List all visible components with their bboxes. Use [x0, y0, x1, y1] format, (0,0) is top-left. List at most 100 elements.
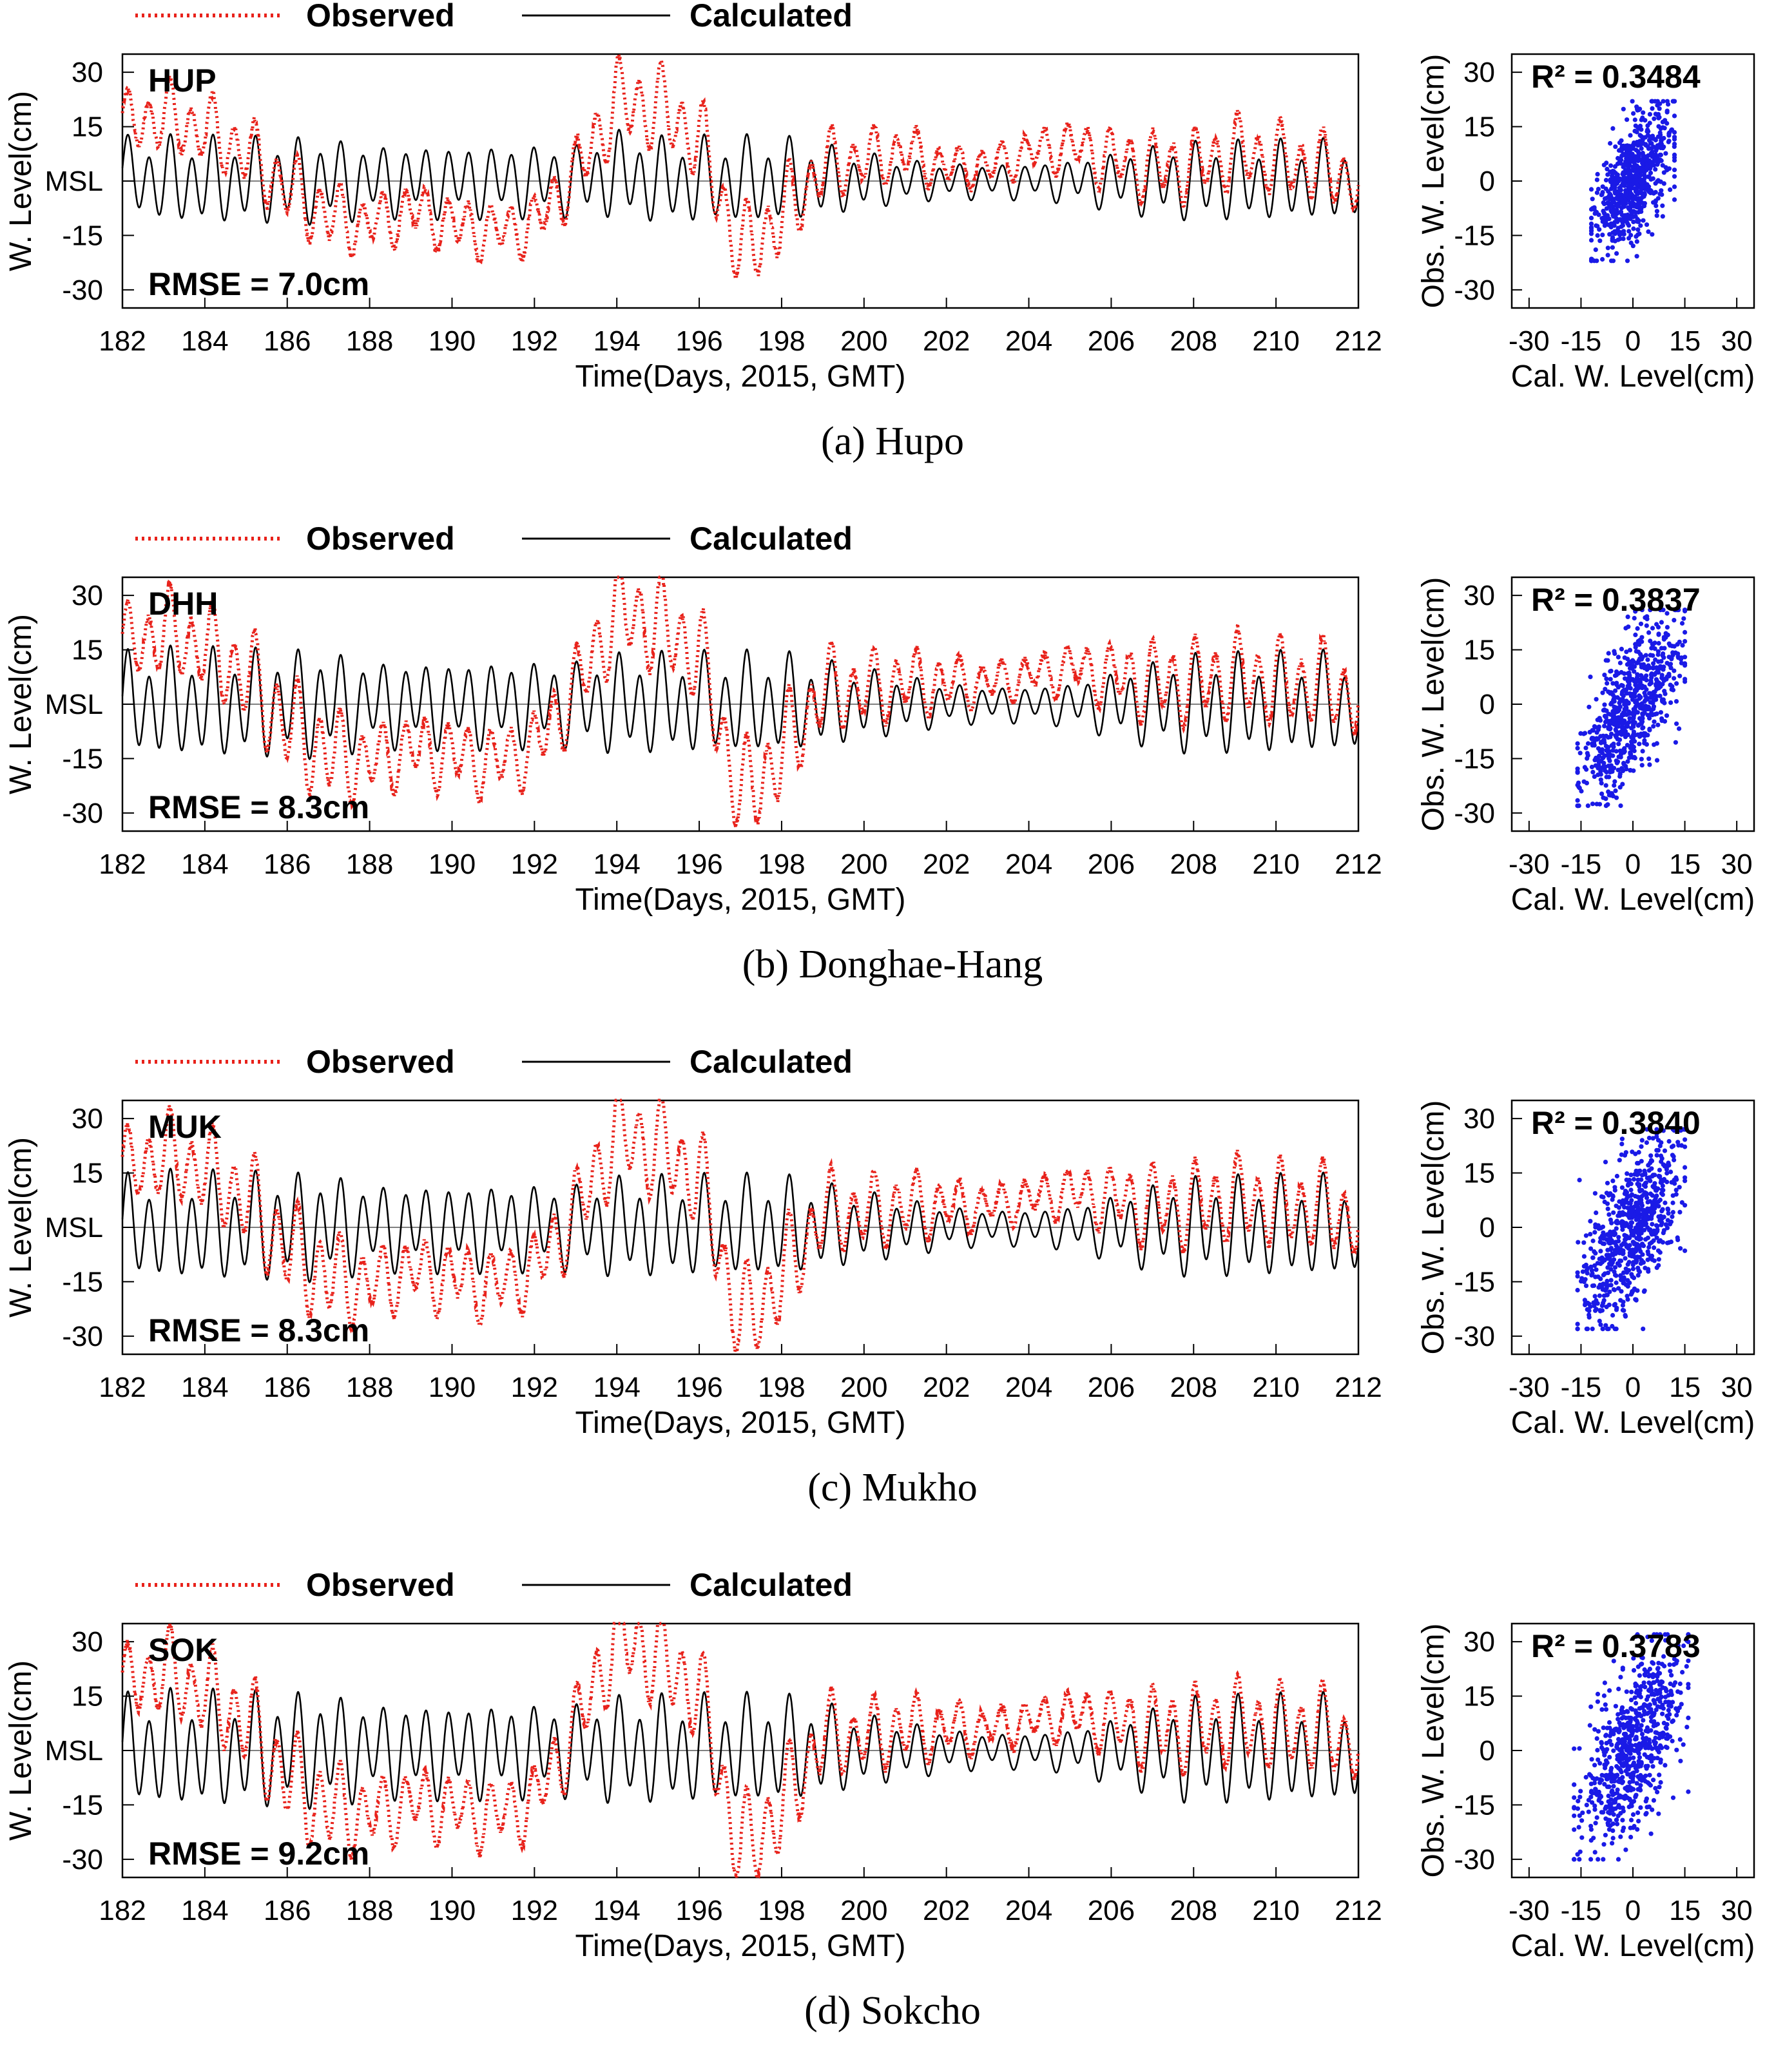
scatter-point — [1686, 1789, 1691, 1794]
scatter-point — [1639, 718, 1644, 724]
scatter-point — [1620, 683, 1625, 688]
scatter-point — [1585, 803, 1590, 809]
scatter-point — [1623, 1189, 1628, 1194]
scatter-point — [1605, 1180, 1610, 1185]
scatter-point — [1661, 667, 1666, 672]
ts-x-tick-label: 206 — [1088, 849, 1135, 880]
scatter-point — [1636, 218, 1641, 224]
scatter-point — [1645, 1200, 1650, 1205]
scatter-point — [1590, 197, 1595, 202]
scatter-y-tick-label: -30 — [1454, 798, 1495, 829]
scatter-point — [1621, 214, 1626, 219]
scatter-point — [1591, 1300, 1596, 1305]
scatter-point — [1614, 795, 1619, 800]
scatter-point — [1663, 1163, 1668, 1168]
ts-x-axis-title: Time(Days, 2015, GMT) — [575, 1929, 906, 1963]
scatter-point — [1575, 782, 1580, 788]
scatter-point — [1675, 1235, 1680, 1240]
scatter-point — [1585, 741, 1591, 746]
scatter-point — [1650, 626, 1655, 631]
ts-y-axis-title: W. Level(cm) — [4, 1137, 38, 1318]
scatter-point — [1610, 1788, 1615, 1793]
scatter-point — [1588, 1857, 1594, 1862]
scatter-point — [1592, 724, 1597, 729]
panel-a-svg: Observed Calculated 30 15 MSL -15 -30 182 184 186… — [4, 0, 1755, 394]
scatter-y-tick-label: -15 — [1454, 743, 1495, 774]
ts-x-tick-label: 200 — [840, 849, 887, 880]
scatter-point — [1619, 1761, 1625, 1767]
ts-x-tick-label: 188 — [346, 849, 393, 880]
scatter-point — [1619, 1243, 1624, 1248]
ts-x-tick-label: 182 — [99, 1372, 146, 1403]
scatter-point — [1654, 711, 1659, 716]
scatter-point — [1616, 1857, 1621, 1862]
scatter-point — [1602, 1773, 1607, 1778]
scatter-point — [1679, 620, 1685, 626]
scatter-point — [1624, 687, 1629, 692]
scatter-point — [1588, 221, 1594, 226]
ts-x-axis-title: Time(Days, 2015, GMT) — [575, 883, 906, 917]
scatter-point — [1639, 1655, 1645, 1660]
scatter-point — [1657, 1772, 1662, 1778]
scatter-point — [1666, 1138, 1672, 1144]
ts-y-tick-label: 15 — [72, 1158, 103, 1189]
scatter-point — [1604, 1776, 1610, 1781]
scatter-point — [1628, 200, 1634, 206]
scatter-point — [1666, 655, 1672, 660]
scatter-point — [1637, 124, 1643, 129]
scatter-point — [1640, 1775, 1646, 1780]
scatter-point — [1612, 1187, 1617, 1193]
scatter-point — [1639, 206, 1644, 211]
scatter-point — [1621, 1280, 1626, 1286]
scatter-point — [1659, 673, 1664, 678]
scatter-point — [1664, 713, 1670, 718]
scatter-point — [1663, 1700, 1668, 1705]
panel-a: Observed Calculated 30 15 MSL -15 -30 182 184 186… — [0, 0, 1785, 503]
scatter-point — [1657, 1218, 1663, 1223]
scatter-point — [1606, 1799, 1611, 1804]
scatter-point — [1648, 1153, 1654, 1158]
scatter-point — [1668, 1169, 1674, 1175]
ts-x-tick-label: 190 — [429, 325, 476, 357]
scatter-point — [1635, 1171, 1641, 1176]
scatter-point — [1583, 745, 1588, 751]
ts-y-tick-label: 30 — [72, 1103, 103, 1135]
scatter-point — [1663, 165, 1668, 170]
scatter-points — [1575, 608, 1688, 809]
scatter-point — [1671, 1144, 1676, 1149]
scatter-point — [1637, 1269, 1643, 1274]
scatter-point — [1655, 113, 1660, 118]
ts-y-axis-title: W. Level(cm) — [4, 614, 38, 794]
ts-x-tick-label: 208 — [1170, 849, 1217, 880]
scatter-point — [1634, 702, 1639, 707]
ts-x-tick-label: 212 — [1335, 849, 1382, 880]
scatter-x-tick-label: 0 — [1625, 1372, 1641, 1403]
scatter-point — [1575, 1806, 1580, 1811]
scatter-point — [1646, 229, 1651, 235]
observed-series-line — [121, 1098, 1360, 1353]
scatter-point — [1657, 144, 1663, 149]
scatter-point — [1596, 186, 1601, 192]
scatter-point — [1621, 1745, 1626, 1750]
scatter-point — [1619, 1707, 1624, 1712]
scatter-point — [1625, 258, 1630, 264]
scatter-point — [1654, 694, 1659, 699]
scatter-point — [1590, 769, 1596, 774]
scatter-point — [1614, 729, 1619, 734]
scatter-point — [1673, 608, 1678, 613]
scatter-point — [1624, 721, 1629, 726]
caption-d: (d) Sokcho — [804, 1989, 981, 2033]
scatter-point — [1658, 126, 1663, 131]
scatter-point — [1632, 1823, 1637, 1829]
scatter-point — [1633, 1681, 1638, 1687]
scatter-point — [1634, 1728, 1639, 1733]
scatter-point — [1646, 159, 1652, 164]
scatter-point — [1596, 1729, 1601, 1734]
ts-x-tick-label: 204 — [1005, 849, 1052, 880]
scatter-point — [1684, 1664, 1689, 1669]
legend-calculated-label: Calculated — [690, 0, 853, 34]
scatter-point — [1613, 207, 1618, 213]
scatter-point — [1635, 723, 1641, 728]
scatter-point — [1597, 1309, 1603, 1314]
ts-x-tick-label: 202 — [923, 1372, 970, 1403]
